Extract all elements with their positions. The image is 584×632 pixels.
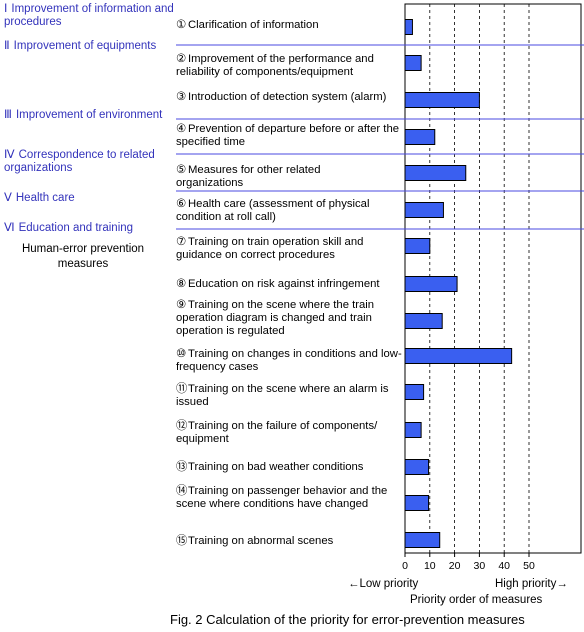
- measure-13-num: ⑬: [176, 461, 188, 473]
- measure-13: ⑬Training on bad weather conditions: [176, 461, 402, 474]
- category-6-label: Education and training: [18, 222, 134, 234]
- measure-11: ⑪Training on the scene where an alarm is…: [176, 383, 398, 409]
- category-4-label: Correspondence to related organizations: [4, 149, 155, 174]
- measure-3-num: ③: [176, 91, 187, 103]
- measure-2-num: ②: [176, 53, 187, 65]
- category-1-label: Improvement of information and procedure…: [4, 3, 174, 28]
- measure-13-label: Training on bad weather conditions: [188, 461, 364, 473]
- category-2-label: Improvement of equipments: [13, 40, 157, 52]
- category-5-num: Ⅴ: [4, 192, 12, 204]
- measure-5-label: Measures for other related organizations: [176, 164, 321, 189]
- measure-10-label: Training on changes in conditions and lo…: [176, 348, 402, 373]
- measure-8: ⑧ Education on risk against infringement: [176, 278, 416, 291]
- x-tick-label-0: 0: [402, 560, 408, 572]
- category-4: Ⅳ Correspondence to related organizations: [4, 149, 174, 175]
- measure-12-label: Training on the failure of components/ e…: [176, 420, 378, 445]
- bar-14: [404, 495, 430, 511]
- category-4-num: Ⅳ: [4, 149, 15, 161]
- measure-14: ⑭Training on passenger behavior and the …: [176, 485, 402, 511]
- measure-2-label: Improvement of the performance and relia…: [176, 53, 374, 78]
- measure-8-label: Education on risk against infringement: [188, 278, 380, 290]
- measure-10: ⑩ Training on changes in conditions and l…: [176, 348, 402, 374]
- measure-1-num: ①: [176, 19, 187, 31]
- measure-6-label: Health care (assessment of physical cond…: [176, 198, 370, 223]
- low-priority-label: ←Low priority: [348, 578, 419, 590]
- bar-9: [404, 313, 443, 329]
- measure-1-label: Clarification of information: [188, 19, 319, 31]
- category-2-num: Ⅱ: [4, 40, 10, 52]
- measure-11-label: Training on the scene where an alarm is …: [176, 383, 389, 408]
- bar-15: [404, 532, 441, 548]
- category-3-label: Improvement of environment: [15, 109, 163, 121]
- bar-10: [404, 348, 513, 364]
- measure-5-num: ⑤: [176, 164, 187, 176]
- measure-5: ⑤ Measures for other related organization…: [176, 164, 346, 190]
- measure-9-label: Training on the scene where the train op…: [176, 299, 375, 337]
- bar-3: [404, 92, 480, 108]
- bar-13: [404, 459, 430, 475]
- low-priority-text: Low priority: [359, 578, 419, 590]
- measure-3-label: Introduction of detection system (alarm): [188, 91, 387, 103]
- measure-14-label: Training on passenger behavior and the s…: [176, 485, 388, 510]
- measure-4-num: ④: [176, 123, 187, 135]
- measure-9: ⑨ Training on the scene where the train o…: [176, 299, 402, 338]
- category-1: Ⅰ Improvement of information and procedur…: [4, 3, 174, 29]
- measure-11-num: ⑪: [176, 383, 188, 395]
- bar-7: [404, 238, 431, 254]
- axis-title: Priority order of measures: [410, 594, 543, 606]
- measure-4: ④ Prevention of departure before or after…: [176, 123, 402, 149]
- bar-11: [404, 384, 425, 400]
- bar-6: [404, 202, 444, 218]
- measure-2: ② Improvement of the performance and reli…: [176, 53, 402, 79]
- x-tick-label-20: 20: [449, 560, 461, 572]
- high-priority-text: High priority: [495, 578, 557, 590]
- measure-7: ⑦ Training on train operation skill and g…: [176, 236, 402, 262]
- x-tick-label-10: 10: [424, 560, 436, 572]
- measure-15-label: Training on abnormal scenes: [188, 535, 334, 547]
- category-2: Ⅱ Improvement of equipments: [4, 40, 214, 53]
- bar-1: [404, 19, 413, 35]
- measure-14-num: ⑭: [176, 485, 188, 497]
- category-3-num: Ⅲ: [4, 109, 12, 121]
- x-tick-label-50: 50: [523, 560, 535, 572]
- measure-12-num: ⑫: [176, 420, 188, 432]
- category-3: Ⅲ Improvement of environment: [4, 109, 204, 122]
- high-priority-label: High priority→: [495, 578, 568, 590]
- bar-8: [404, 276, 458, 292]
- measure-15: ⑮Training on abnormal scenes: [176, 535, 402, 548]
- measure-1: ① Clarification of information: [176, 19, 402, 32]
- bar-5: [404, 165, 467, 181]
- measure-4-label: Prevention of departure before or after …: [176, 123, 400, 148]
- category-1-num: Ⅰ: [4, 3, 8, 15]
- bar-4: [404, 129, 436, 145]
- measure-6-num: ⑥: [176, 198, 187, 210]
- measure-7-label: Training on train operation skill and gu…: [176, 236, 364, 261]
- measure-12: ⑫Training on the failure of components/ …: [176, 420, 398, 446]
- category-5: Ⅴ Health care: [4, 192, 174, 205]
- bar-2: [404, 55, 422, 71]
- category-5-label: Health care: [15, 192, 75, 204]
- measure-8-num: ⑧: [176, 278, 187, 290]
- measure-3: ③ Introduction of detection system (alarm…: [176, 91, 416, 104]
- bar-12: [404, 422, 422, 438]
- category-6-num: Ⅵ: [4, 222, 15, 234]
- measure-7-num: ⑦: [176, 236, 187, 248]
- category-6: Ⅵ Education and training: [4, 222, 174, 235]
- measure-6: ⑥ Health care (assessment of physical con…: [176, 198, 402, 224]
- figure-caption: Fig. 2 Calculation of the priority for e…: [170, 612, 525, 627]
- group-label: Human-error prevention measures: [21, 243, 145, 270]
- x-tick-label-30: 30: [474, 560, 486, 572]
- measure-15-num: ⑮: [176, 535, 188, 547]
- measure-9-num: ⑨: [176, 299, 187, 311]
- measure-10-num: ⑩: [176, 348, 187, 360]
- x-tick-label-40: 40: [498, 560, 510, 572]
